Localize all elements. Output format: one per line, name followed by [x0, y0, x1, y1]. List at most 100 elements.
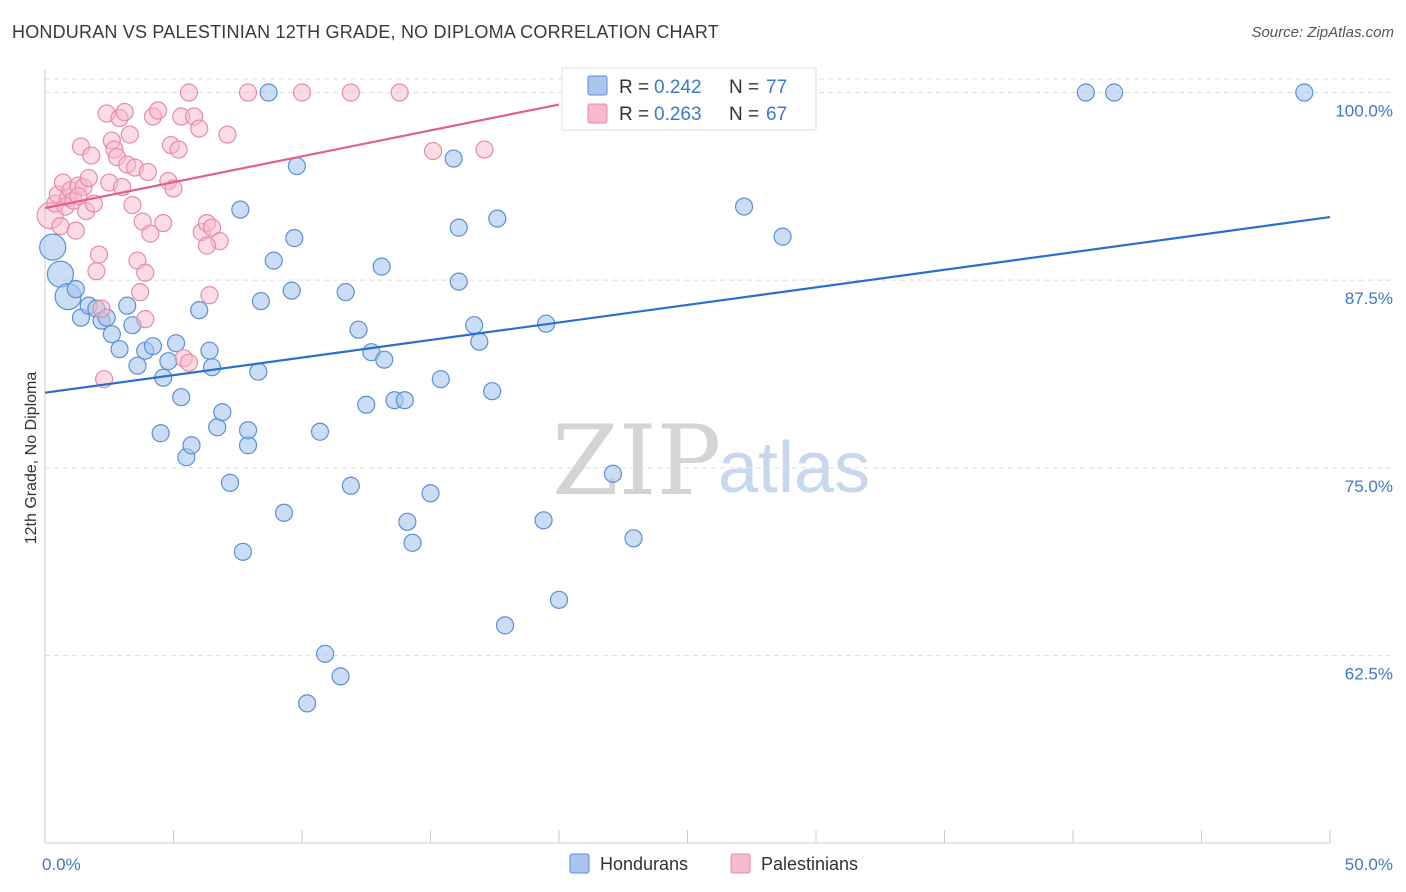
- point-honduran: [357, 395, 376, 414]
- series-palestinians: [36, 83, 494, 389]
- point-honduran: [128, 356, 147, 375]
- point-honduran: [483, 382, 502, 401]
- point-honduran: [274, 503, 294, 522]
- point-honduran: [349, 320, 368, 339]
- point-honduran: [190, 301, 209, 320]
- point-honduran: [734, 197, 754, 216]
- point-palestinian: [179, 353, 199, 372]
- point-honduran: [310, 422, 330, 441]
- legend-r-label-1: R =: [619, 77, 649, 98]
- point-honduran: [66, 280, 85, 299]
- point-palestinian: [89, 245, 109, 264]
- stats-legend: R = 0.242 N = 77 R = 0.263 N = 67: [561, 67, 817, 131]
- legend-swatch-hondurans: [587, 75, 608, 96]
- bottom-legend-swatch-hondurans: [569, 853, 590, 874]
- point-honduran: [449, 272, 468, 291]
- legend-n-label-1: N =: [729, 77, 759, 98]
- trend-line-hondurans: [44, 216, 1331, 394]
- chart-title: HONDURAN VS PALESTINIAN 12TH GRADE, NO D…: [12, 22, 719, 42]
- legend-swatch-palestinians: [587, 103, 608, 124]
- point-honduran: [285, 229, 304, 248]
- trend-lines: [44, 103, 1331, 394]
- point-honduran: [549, 590, 569, 609]
- point-honduran: [375, 350, 394, 369]
- point-honduran: [331, 667, 350, 686]
- legend-r-value-1: 0.242: [654, 77, 702, 98]
- y-tick-label: 100.0%: [1335, 102, 1393, 121]
- bottom-legend-hondurans: Hondurans: [600, 854, 688, 874]
- y-axis-label: 12th Grade, No Diploma: [23, 372, 40, 545]
- source-attribution: Source: ZipAtlas.com: [1251, 24, 1394, 41]
- point-palestinian: [292, 83, 312, 102]
- point-honduran: [220, 473, 240, 492]
- point-honduran: [1295, 83, 1314, 102]
- point-honduran: [465, 316, 484, 335]
- bottom-legend-palestinians: Palestinians: [761, 854, 858, 874]
- point-palestinian: [79, 168, 98, 188]
- point-honduran: [231, 200, 250, 219]
- tick-labels: 62.5% 75.0% 87.5% 100.0% 0.0% 50.0%: [42, 102, 1393, 874]
- point-honduran: [372, 257, 391, 276]
- point-honduran: [200, 341, 219, 360]
- point-honduran: [182, 436, 201, 455]
- point-honduran: [1076, 83, 1095, 102]
- point-honduran: [336, 283, 355, 302]
- point-honduran: [773, 227, 792, 246]
- point-palestinian: [200, 286, 219, 305]
- watermark-zip: ZIP: [552, 405, 721, 517]
- trend-line-palestinians: [44, 103, 560, 210]
- series-legend: Hondurans Palestinians: [569, 853, 858, 874]
- point-palestinian: [136, 263, 155, 282]
- point-honduran: [1105, 83, 1124, 102]
- point-palestinian: [169, 140, 188, 159]
- legend-r-value-2: 0.263: [654, 104, 702, 125]
- point-palestinian: [423, 141, 443, 161]
- point-palestinian: [136, 310, 155, 329]
- point-honduran: [118, 296, 137, 315]
- point-palestinian: [475, 140, 494, 159]
- point-honduran: [159, 352, 178, 371]
- point-honduran: [624, 529, 643, 548]
- point-honduran: [488, 209, 507, 228]
- point-palestinian: [66, 221, 85, 240]
- legend-n-label-2: N =: [729, 104, 759, 125]
- point-palestinian: [218, 125, 237, 144]
- point-honduran: [341, 476, 360, 495]
- point-palestinian: [154, 213, 173, 233]
- point-honduran: [282, 281, 301, 300]
- point-palestinian: [341, 83, 360, 102]
- point-honduran: [470, 332, 489, 351]
- series-hondurans: [39, 83, 1314, 713]
- point-palestinian: [130, 283, 150, 302]
- point-honduran: [495, 616, 515, 635]
- point-honduran: [316, 644, 335, 663]
- point-honduran: [421, 484, 440, 503]
- point-palestinian: [202, 218, 222, 237]
- point-honduran: [151, 424, 170, 443]
- legend-n-value-2: 67: [766, 104, 787, 125]
- point-palestinian: [179, 83, 199, 102]
- point-palestinian: [238, 83, 258, 102]
- point-honduran: [202, 358, 222, 377]
- point-honduran: [298, 694, 317, 713]
- point-honduran: [534, 511, 553, 530]
- point-honduran: [166, 334, 186, 353]
- point-palestinian: [51, 217, 70, 236]
- point-honduran: [110, 340, 129, 359]
- legend-r-label-2: R =: [619, 104, 649, 125]
- point-honduran: [398, 512, 417, 531]
- point-honduran: [264, 251, 283, 270]
- gridlines: [45, 78, 1392, 656]
- point-palestinian: [141, 224, 160, 243]
- point-palestinian: [197, 236, 217, 255]
- x-tick-label-min: 0.0%: [42, 855, 81, 874]
- point-honduran: [449, 218, 468, 237]
- point-honduran: [102, 325, 121, 344]
- point-honduran: [259, 83, 278, 102]
- point-palestinian: [87, 262, 106, 281]
- point-honduran: [233, 542, 252, 561]
- point-honduran: [238, 421, 258, 440]
- point-honduran: [251, 292, 270, 311]
- point-palestinian: [123, 195, 142, 215]
- y-tick-label: 87.5%: [1345, 289, 1393, 308]
